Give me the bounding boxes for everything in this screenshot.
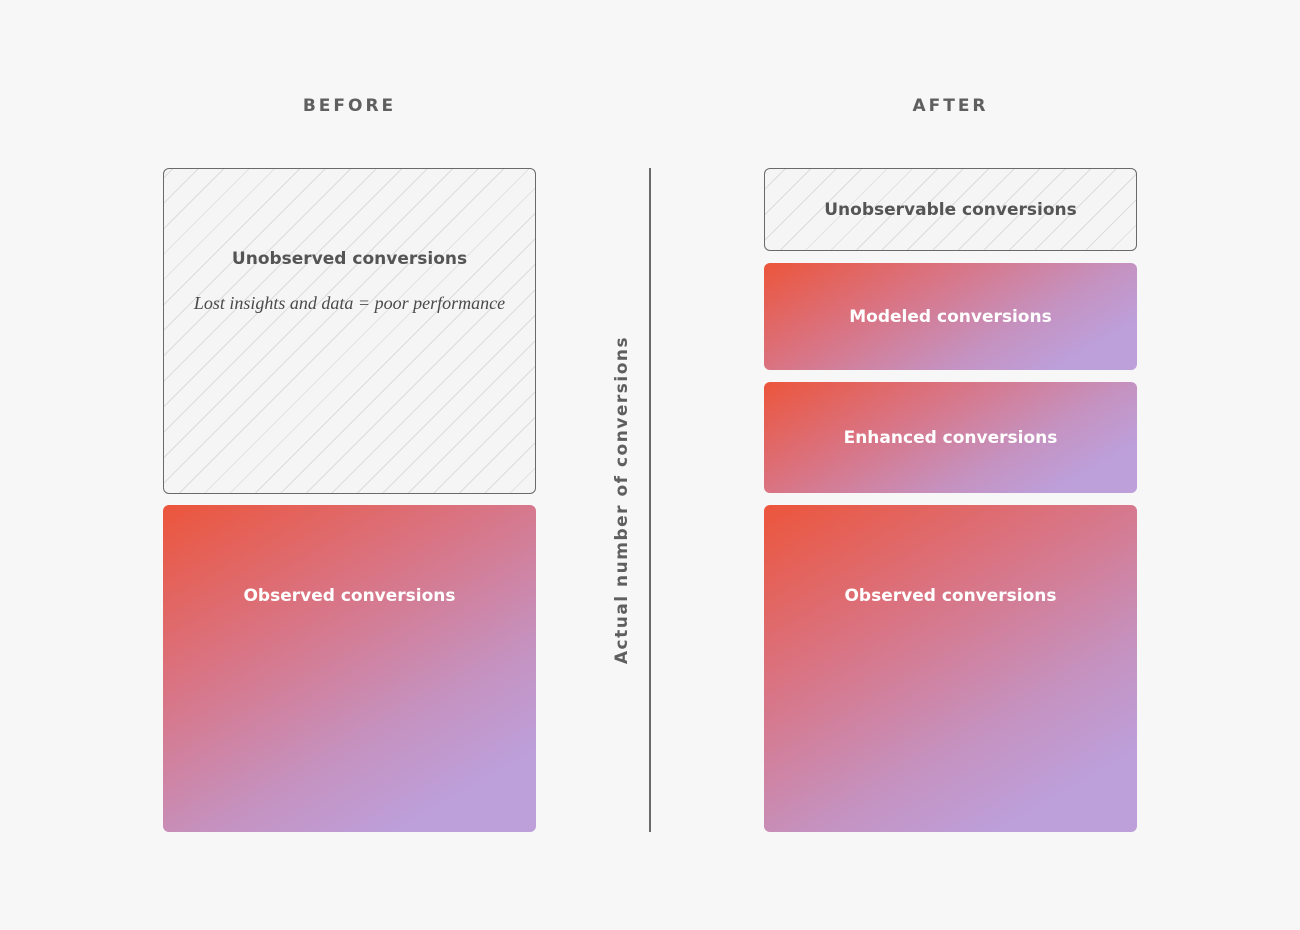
unobserved-conversions-label: Unobserved conversions [231, 249, 468, 269]
enhanced-conversions-box: Enhanced conversions [764, 382, 1137, 493]
after-observed-conversions-label: Observed conversions [844, 586, 1057, 606]
before-observed-conversions-label: Observed conversions [243, 586, 456, 606]
center-divider-line [649, 168, 651, 832]
modeled-conversions-label: Modeled conversions [849, 306, 1052, 327]
before-observed-conversions-box: Observed conversions [163, 505, 536, 832]
before-heading: BEFORE [302, 96, 397, 116]
unobservable-conversions-box: Unobservable conversions [764, 168, 1137, 251]
unobserved-conversions-box: Unobserved conversions Lost insights and… [163, 168, 536, 494]
vertical-axis-label: Actual number of conversions [612, 335, 632, 665]
modeled-conversions-box: Modeled conversions [764, 263, 1137, 370]
after-heading: AFTER [912, 96, 989, 116]
after-observed-conversions-box: Observed conversions [764, 505, 1137, 832]
unobservable-conversions-label: Unobservable conversions [824, 199, 1077, 220]
lost-insights-note: Lost insights and data = poor performanc… [193, 293, 506, 313]
enhanced-conversions-label: Enhanced conversions [843, 427, 1058, 448]
